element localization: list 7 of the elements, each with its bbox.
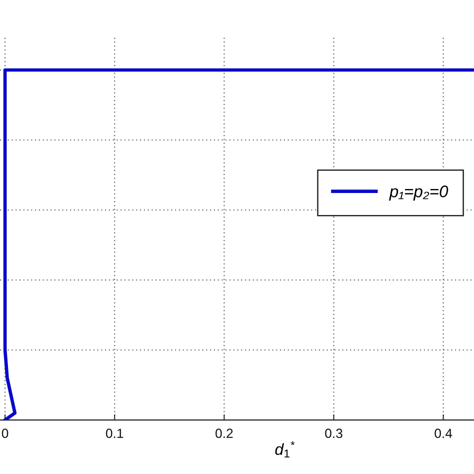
x-tick-label: 0.3 — [325, 428, 342, 438]
x-tick-label: 0.2 — [216, 428, 233, 438]
x-tick-label: 0.1 — [106, 428, 124, 438]
x-tick-label: 0 — [2, 428, 8, 438]
x-tick-label: 0.4 — [434, 428, 452, 438]
legend-label: p₁=p₂=0 — [388, 186, 448, 201]
x-axis-title: d$_{1}$$^{*}$ — [275, 441, 295, 458]
